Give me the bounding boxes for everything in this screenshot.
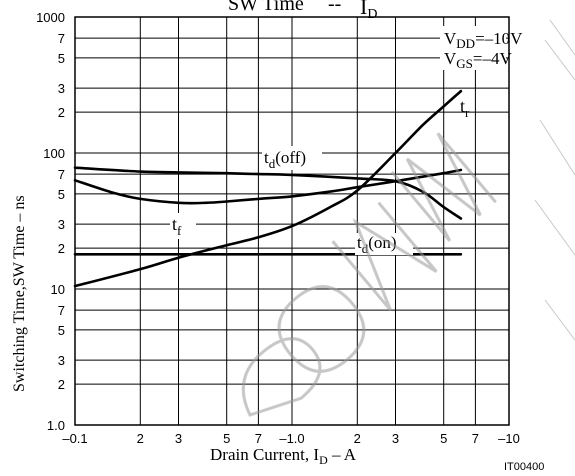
figure-code: IT00400 bbox=[504, 461, 544, 473]
label-tf: tf bbox=[172, 214, 182, 238]
condition-vgs: VGS=–4V bbox=[444, 49, 512, 71]
x-tick-label: 2 bbox=[354, 431, 361, 446]
x-tick-label: 7 bbox=[472, 431, 479, 446]
tick-labels: –0.1 2 3 5 7 –1.0 2 3 5 7 –10 1.0 2 3 5 7 10 2 3 5 7 100 2 3 5 7 1… bbox=[36, 10, 520, 446]
x-tick-label: –1.0 bbox=[279, 431, 304, 446]
conditions-bg bbox=[440, 26, 506, 70]
y-tick-label: 3 bbox=[58, 353, 65, 368]
y-tick-label: 2 bbox=[58, 105, 65, 120]
x-tick-label: –0.1 bbox=[62, 431, 87, 446]
x-tick-label: 3 bbox=[392, 431, 399, 446]
y-tick-label: 3 bbox=[58, 81, 65, 96]
x-tick-label: 3 bbox=[175, 431, 182, 446]
x-tick-label: 7 bbox=[255, 431, 262, 446]
grid bbox=[74, 16, 510, 426]
x-tick-label: –10 bbox=[498, 431, 520, 446]
y-tick-label: 2 bbox=[58, 241, 65, 256]
chart-title: SW Time -- ID bbox=[228, 0, 377, 22]
label-tdoff: td(off) bbox=[264, 148, 306, 171]
plot-frame bbox=[74, 16, 510, 426]
series-line-tf bbox=[73, 168, 463, 205]
label-tf-bg bbox=[170, 213, 196, 239]
title-main: SW Time bbox=[228, 0, 304, 15]
x-tick-label: 5 bbox=[440, 431, 447, 446]
y-tick-label: 2 bbox=[58, 377, 65, 392]
title-dash: -- bbox=[328, 0, 341, 15]
discontinued-watermark bbox=[241, 19, 575, 417]
y-tick-label: 1000 bbox=[36, 10, 65, 25]
y-tick-label: 7 bbox=[58, 303, 65, 318]
y-tick-label: 7 bbox=[58, 31, 65, 46]
y-tick-label: 10 bbox=[51, 282, 65, 297]
y-tick-label: 5 bbox=[58, 187, 65, 202]
y-tick-label: 5 bbox=[58, 323, 65, 338]
series-line-tdoff bbox=[73, 166, 463, 220]
y-tick-label: 3 bbox=[58, 217, 65, 232]
x-tick-label: 2 bbox=[137, 431, 144, 446]
series-line-tr bbox=[73, 89, 463, 288]
label-tr: tr bbox=[460, 96, 470, 120]
x-axis-title: Drain Current, ID – A bbox=[210, 445, 357, 467]
condition-vdd: VDD=–10V bbox=[444, 29, 523, 51]
curves bbox=[73, 89, 463, 288]
y-tick-label: 7 bbox=[58, 167, 65, 182]
title-var: ID bbox=[360, 0, 377, 22]
y-tick-label: 100 bbox=[43, 146, 65, 161]
y-tick-label: 5 bbox=[58, 51, 65, 66]
y-tick-label: 1.0 bbox=[47, 418, 65, 433]
conditions-annotation: VDD=–10V VGS=–4V bbox=[440, 26, 523, 71]
y-axis-title: Switching Time,SW Time – ns bbox=[11, 195, 28, 392]
x-tick-label: 5 bbox=[223, 431, 230, 446]
label-tdoff-bg bbox=[262, 146, 322, 170]
